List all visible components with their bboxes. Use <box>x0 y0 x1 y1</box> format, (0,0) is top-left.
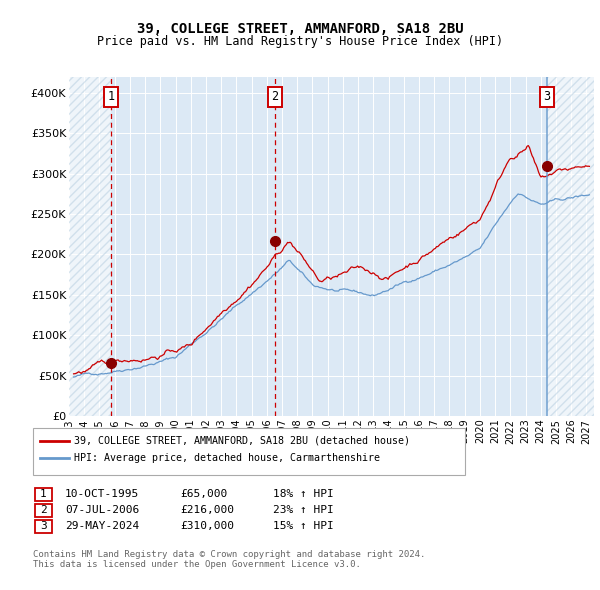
Text: 3: 3 <box>40 522 47 531</box>
Text: HPI: Average price, detached house, Carmarthenshire: HPI: Average price, detached house, Carm… <box>74 454 380 463</box>
Text: 18% ↑ HPI: 18% ↑ HPI <box>273 490 334 499</box>
Text: 29-MAY-2024: 29-MAY-2024 <box>65 522 139 531</box>
Text: 23% ↑ HPI: 23% ↑ HPI <box>273 506 334 515</box>
Text: 1: 1 <box>40 490 47 499</box>
Text: 1: 1 <box>108 90 115 103</box>
Text: £310,000: £310,000 <box>180 522 234 531</box>
Text: 15% ↑ HPI: 15% ↑ HPI <box>273 522 334 531</box>
Text: Contains HM Land Registry data © Crown copyright and database right 2024.
This d: Contains HM Land Registry data © Crown c… <box>33 550 425 569</box>
Text: 07-JUL-2006: 07-JUL-2006 <box>65 506 139 515</box>
Bar <box>69 77 112 416</box>
Text: 10-OCT-1995: 10-OCT-1995 <box>65 490 139 499</box>
Text: 2: 2 <box>40 506 47 515</box>
Text: Price paid vs. HM Land Registry's House Price Index (HPI): Price paid vs. HM Land Registry's House … <box>97 35 503 48</box>
Text: 39, COLLEGE STREET, AMMANFORD, SA18 2BU (detached house): 39, COLLEGE STREET, AMMANFORD, SA18 2BU … <box>74 436 410 446</box>
Text: £65,000: £65,000 <box>180 490 227 499</box>
Bar <box>547 77 594 416</box>
Text: £216,000: £216,000 <box>180 506 234 515</box>
Text: 3: 3 <box>544 90 551 103</box>
Text: 2: 2 <box>271 90 278 103</box>
Text: 39, COLLEGE STREET, AMMANFORD, SA18 2BU: 39, COLLEGE STREET, AMMANFORD, SA18 2BU <box>137 22 463 37</box>
